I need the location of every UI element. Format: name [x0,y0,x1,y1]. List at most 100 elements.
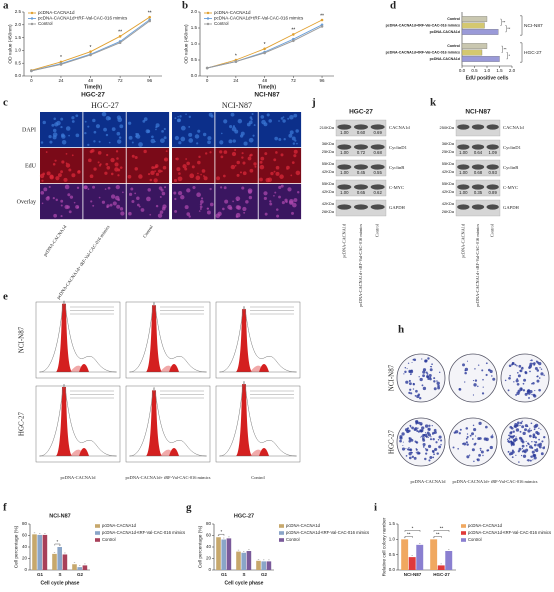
colony [418,452,421,455]
cell-nucleus [261,119,266,125]
blot-band [471,184,485,190]
cell-nucleus [180,195,185,200]
cell-nucleus [294,139,297,142]
colony [472,394,475,396]
g2-peak [259,364,269,372]
cell-nucleus [108,141,111,144]
molecular-weight: 55KDa [442,181,455,186]
colony [538,388,541,392]
blot-band [370,124,385,130]
cell-nucleus [71,116,75,120]
colony [453,431,457,434]
cell-nucleus [199,208,202,210]
cell-nucleus [207,136,212,141]
cell-nucleus [162,165,167,170]
fit-curve [39,383,117,457]
cell-nucleus [194,134,200,139]
cell-nucleus [177,176,183,182]
panel-label: i [374,502,377,514]
colony [476,458,479,461]
cell-nucleus [230,112,235,117]
cell-nucleus [278,195,281,199]
cell-nucleus [42,120,46,125]
cell-nucleus [220,186,223,189]
cell-nucleus [176,118,181,123]
significance-bracket [404,530,421,532]
colony [525,440,527,442]
cell-nucleus [119,207,124,211]
cell-nucleus [191,165,195,169]
category-label: pcDNA-CACNA1d [430,30,460,34]
colony [452,446,455,449]
legend-marker [206,22,210,26]
colony [490,435,494,439]
colony [525,445,528,447]
cell-nucleus [161,129,164,133]
cell-nucleus [107,186,111,190]
category-label: Control [447,17,460,21]
panel-label: k [430,97,437,109]
cell-nucleus [76,186,80,190]
legend-swatch [95,524,100,528]
colony [538,438,540,441]
x-tick-label: 48 [88,78,94,83]
micrograph [40,112,83,148]
bar [461,43,488,49]
colony [521,444,525,448]
cell-nucleus [105,115,111,121]
cell-nucleus [236,205,242,210]
colony [515,393,518,396]
colony [491,434,493,436]
colony [522,389,526,392]
cell-nucleus [95,124,101,129]
colony [419,397,422,400]
bar [445,550,453,570]
colony [427,433,432,437]
cell-nucleus [110,194,116,199]
colony [404,428,409,432]
cell-nucleus [64,204,69,210]
colony [471,438,474,440]
blot-band [370,204,385,210]
cell-nucleus [180,125,186,131]
legend-swatch [279,524,284,528]
cell-nucleus [198,210,201,212]
molecular-weight: 36KDa [322,141,335,146]
culture-plate [500,353,550,403]
cell-nucleus [197,172,199,175]
x-tick-label: 24 [58,78,64,83]
colony [401,447,406,451]
colony [425,452,428,455]
y-tick-label: 60 [206,533,212,538]
significance-mark: ** [436,531,440,536]
cell-nucleus [101,200,106,204]
category-label: pcDNA-CACNA1d [430,57,460,61]
cell-nucleus [241,156,244,159]
y-axis-label: Cell percentage (%) [13,525,19,568]
cell-nucleus [230,164,236,170]
x-axis-label: Cell cycle phase [41,580,80,586]
significance-mark: ** [291,28,295,34]
cell-nucleus [280,117,284,120]
colony [531,393,533,396]
colony [511,449,514,452]
cell-nucleus [263,191,268,196]
cell-nucleus [185,158,188,160]
group-label: pcDNA-CACNA1d+ tRF-Val-CAC-016 mimics [453,479,538,484]
cell-nucleus [278,120,280,122]
colony [482,378,484,381]
colony [458,432,461,435]
protein-label: C-MYC [389,185,404,190]
x-tick-label: G1 [37,572,44,577]
colony [464,371,467,375]
colony [422,438,426,442]
colony [428,429,431,431]
colony [524,450,527,454]
bar [408,557,416,570]
blot-title: NCI-N87 [465,109,491,116]
colony [510,444,513,447]
colony [418,421,421,424]
cell-nucleus [150,138,156,144]
cell-nucleus [68,134,70,137]
cell-nucleus [236,173,240,177]
